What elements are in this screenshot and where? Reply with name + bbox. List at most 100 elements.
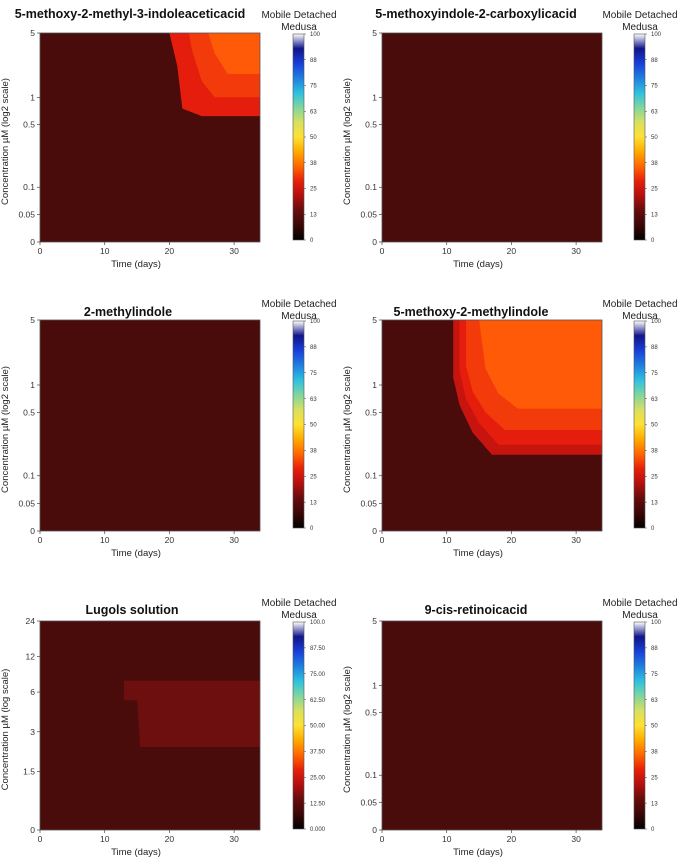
y-tick-label: 0.05: [360, 210, 377, 220]
x-tick-label: 30: [229, 246, 239, 256]
colorbar-tick-label: 13: [651, 212, 658, 218]
y-tick-label: 0.1: [23, 182, 35, 192]
plot-frame: [381, 620, 603, 831]
y-tick-label: 0: [372, 526, 377, 536]
y-tick-label: 3: [30, 727, 35, 737]
y-tick-label: 0.5: [365, 708, 377, 718]
x-axis-label: Time (days): [111, 847, 161, 858]
colorbar-tick-label: 88: [310, 345, 317, 351]
colorbar-tick-label: 50.00: [310, 724, 326, 730]
panel-title: 2-methylindole: [84, 305, 172, 319]
x-tick-label: 10: [442, 246, 452, 256]
colorbar-tick-label: 38: [651, 750, 658, 756]
colorbar: [292, 621, 305, 830]
x-axis-label: Time (days): [453, 548, 503, 559]
colorbar-tick-label: 87.50: [310, 646, 326, 652]
panel-title: 5-methoxyindole-2-carboxylicacid: [375, 7, 576, 21]
colorbar-title: Medusa: [281, 610, 317, 621]
x-tick-label: 0: [380, 834, 385, 844]
y-tick-label: 1: [372, 92, 377, 102]
colorbar-title: Mobile Detached: [602, 299, 677, 310]
colorbar-tick-label: 88: [651, 345, 658, 351]
colorbar-tick-label: 13: [651, 801, 658, 807]
plot-area: [382, 33, 602, 242]
contour-region: [208, 33, 260, 74]
colorbar-tick-label: 88: [651, 58, 658, 64]
y-tick-label: 1: [372, 380, 377, 390]
y-tick-label: 0.05: [360, 798, 377, 808]
plot-area: [382, 621, 602, 830]
x-axis-label: Time (days): [453, 259, 503, 270]
y-axis-label: Concentration µM (log2 scale): [342, 666, 353, 793]
colorbar-title: Mobile Detached: [602, 10, 677, 21]
plot-frame: [39, 319, 261, 532]
colorbar-tick-label: 100: [651, 620, 662, 626]
x-tick-label: 10: [442, 535, 452, 545]
y-tick-label: 0.5: [365, 407, 377, 417]
colorbar-tick-label: 37.50: [310, 750, 326, 756]
colorbar-tick-label: 38: [651, 449, 658, 455]
colorbar-title: Medusa: [622, 22, 658, 33]
y-axis-label: Concentration µM (log2 scale): [342, 366, 353, 493]
x-tick-label: 20: [507, 535, 517, 545]
plot-frame: [39, 32, 261, 243]
panel-title: 5-methoxy-2-methyl-3-indoleaceticacid: [15, 7, 246, 21]
colorbar: [633, 320, 646, 529]
y-axis-label: Concentration µM (log scale): [0, 669, 11, 791]
colorbar-tick-label: 88: [651, 646, 658, 652]
y-tick-label: 0.1: [365, 770, 377, 780]
y-tick-label: 0.5: [365, 120, 377, 130]
y-tick-label: 6: [30, 687, 35, 697]
colorbar-tick-label: 75: [651, 672, 658, 678]
colorbar-tick-label: 25: [651, 474, 658, 480]
x-tick-label: 0: [38, 246, 43, 256]
x-tick-label: 30: [571, 246, 581, 256]
colorbar-tick-label: 0: [651, 526, 655, 532]
colorbar-tick-label: 0.000: [310, 827, 326, 833]
colorbar-tick-label: 38: [310, 161, 317, 167]
x-tick-label: 30: [229, 535, 239, 545]
colorbar-tick-label: 63: [310, 397, 317, 403]
colorbar-tick-label: 0: [310, 238, 314, 244]
colorbar: [292, 320, 305, 529]
colorbar-tick-label: 25: [651, 775, 658, 781]
plot-frame: [381, 32, 603, 243]
x-tick-label: 0: [38, 834, 43, 844]
y-axis-label: Concentration µM (log2 scale): [342, 78, 353, 205]
y-axis-label: Concentration µM (log2 scale): [0, 78, 11, 205]
colorbar-tick-label: 63: [651, 109, 658, 115]
y-tick-label: 0: [30, 237, 35, 247]
y-tick-label: 0: [30, 526, 35, 536]
x-tick-label: 10: [100, 535, 110, 545]
colorbar-tick-label: 50: [310, 135, 317, 141]
colorbar-tick-label: 50: [651, 423, 658, 429]
chart-panel-2: 5-methoxyindole-2-carboxylicacid 0 10 20 30 T…: [342, 7, 678, 270]
x-tick-label: 10: [100, 834, 110, 844]
colorbar-tick-label: 25: [310, 474, 317, 480]
y-tick-label: 0.5: [23, 120, 35, 130]
colorbar-tick-label: 50: [651, 135, 658, 141]
x-tick-label: 30: [571, 834, 581, 844]
colorbar-tick-label: 0: [310, 526, 314, 532]
y-tick-label: 0: [372, 825, 377, 835]
x-tick-label: 20: [165, 535, 175, 545]
colorbar-tick-label: 0: [651, 238, 655, 244]
y-tick-label: 0.1: [365, 182, 377, 192]
y-tick-label: 5: [372, 315, 377, 325]
colorbar-tick-label: 100: [310, 32, 321, 38]
colorbar-title: Medusa: [622, 311, 658, 322]
x-tick-label: 20: [507, 246, 517, 256]
x-tick-label: 20: [165, 834, 175, 844]
y-tick-label: 5: [372, 28, 377, 38]
chart-panel-1: 5-methoxy-2-methyl-3-indoleaceticacid 0 10…: [0, 7, 337, 270]
y-tick-label: 5: [30, 315, 35, 325]
y-tick-label: 12: [26, 652, 36, 662]
y-tick-label: 5: [30, 28, 35, 38]
colorbar-title: Medusa: [281, 311, 317, 322]
colorbar-tick-label: 13: [310, 212, 317, 218]
x-tick-label: 0: [380, 535, 385, 545]
colorbar: [292, 33, 305, 241]
